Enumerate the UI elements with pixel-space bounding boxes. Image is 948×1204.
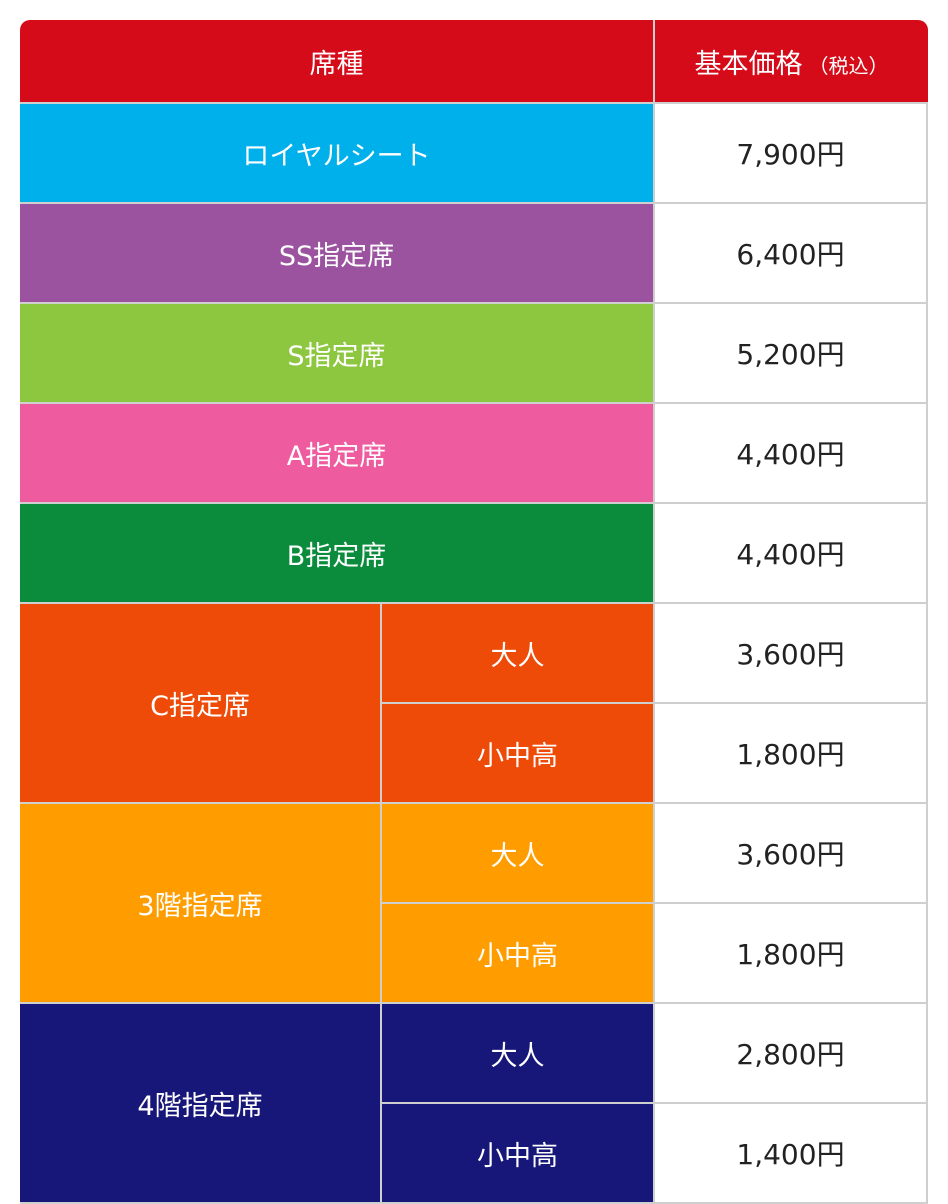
age-category-cell: 大人: [382, 604, 655, 704]
seat-name-cell: ロイヤルシート: [20, 104, 655, 204]
age-category-cell: 大人: [382, 1004, 655, 1104]
age-category-cell: 小中高: [382, 1104, 655, 1204]
price-cell: 7,900円: [655, 104, 928, 204]
base-price-header-label: 基本価格: [694, 48, 803, 80]
table-row: C指定席 大人 3,600円: [20, 604, 928, 804]
price-cell: 2,800円: [655, 1004, 928, 1104]
table-row: S指定席 5,200円: [20, 304, 928, 404]
price-cell: 5,200円: [655, 304, 928, 404]
age-category-cell: 小中高: [382, 704, 655, 804]
price-cell: 3,600円: [655, 804, 928, 904]
table-row: 4階指定席 大人 2,800円: [20, 1004, 928, 1204]
table-row: A指定席 4,400円: [20, 404, 928, 504]
price-cell: 4,400円: [655, 404, 928, 504]
price-cell: 6,400円: [655, 204, 928, 304]
price-cell: 4,400円: [655, 504, 928, 604]
table-header-row: 席種 基本価格 （税込）: [20, 20, 928, 104]
age-category-cell: 小中高: [382, 904, 655, 1004]
seat-name-cell: A指定席: [20, 404, 655, 504]
table-row: ロイヤルシート 7,900円: [20, 104, 928, 204]
seat-group-cell: 4階指定席: [20, 1004, 382, 1204]
table-row: 小中高 1,800円: [20, 704, 928, 804]
seat-name-cell: B指定席: [20, 504, 655, 604]
seat-name-cell: SS指定席: [20, 204, 655, 304]
price-cell: 3,600円: [655, 604, 928, 704]
table-row: B指定席 4,400円: [20, 504, 928, 604]
price-cell: 1,800円: [655, 904, 928, 1004]
table-row: 3階指定席 大人 3,600円: [20, 804, 928, 1004]
tax-included-note: （税込）: [808, 53, 889, 78]
seat-type-header: 席種: [20, 20, 655, 104]
table-row: 小中高 1,800円: [20, 904, 928, 1004]
seat-group-cell: 3階指定席: [20, 804, 382, 1004]
seat-price-table: 席種 基本価格 （税込） ロイヤルシート 7,900円 SS指定席 6,400円 …: [20, 20, 928, 1204]
seat-group-cell: C指定席: [20, 604, 382, 804]
table-row: SS指定席 6,400円: [20, 204, 928, 304]
base-price-header: 基本価格 （税込）: [655, 20, 928, 104]
price-cell: 1,400円: [655, 1104, 928, 1204]
age-category-cell: 大人: [382, 804, 655, 904]
price-cell: 1,800円: [655, 704, 928, 804]
seat-name-cell: S指定席: [20, 304, 655, 404]
